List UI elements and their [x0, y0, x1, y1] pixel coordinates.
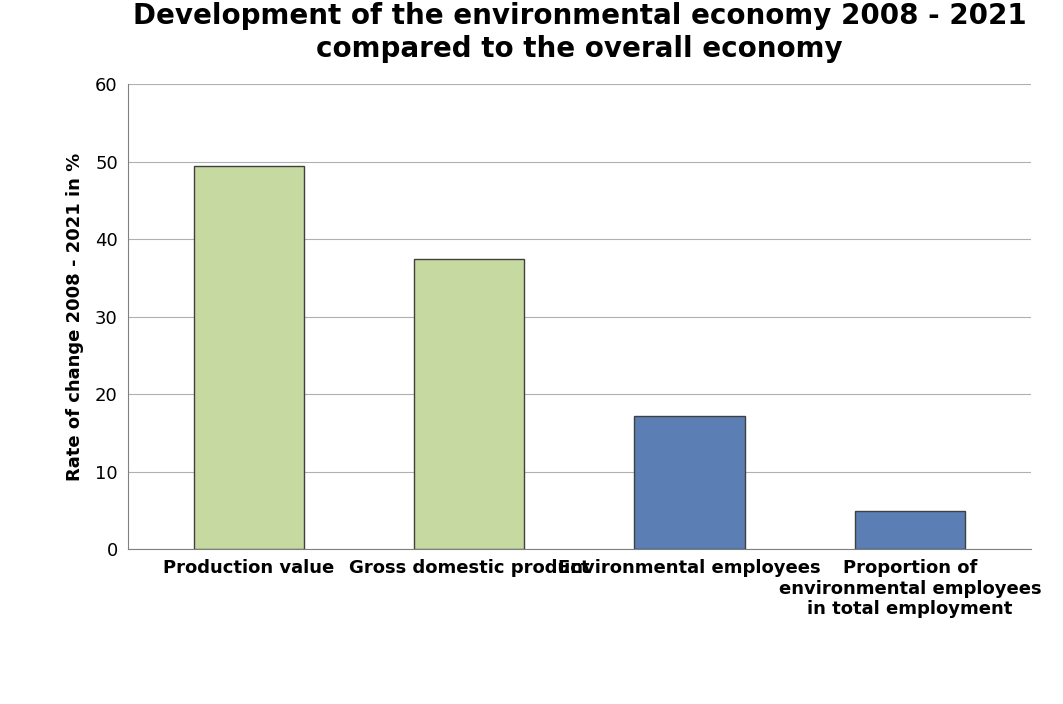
Title: Development of the environmental economy 2008 - 2021
compared to the overall eco: Development of the environmental economy… [133, 2, 1026, 63]
Y-axis label: Rate of change 2008 - 2021 in %: Rate of change 2008 - 2021 in % [66, 153, 84, 481]
Bar [193, 166, 304, 549]
Bar [855, 511, 965, 549]
Bar [635, 416, 744, 549]
Bar [415, 259, 524, 549]
